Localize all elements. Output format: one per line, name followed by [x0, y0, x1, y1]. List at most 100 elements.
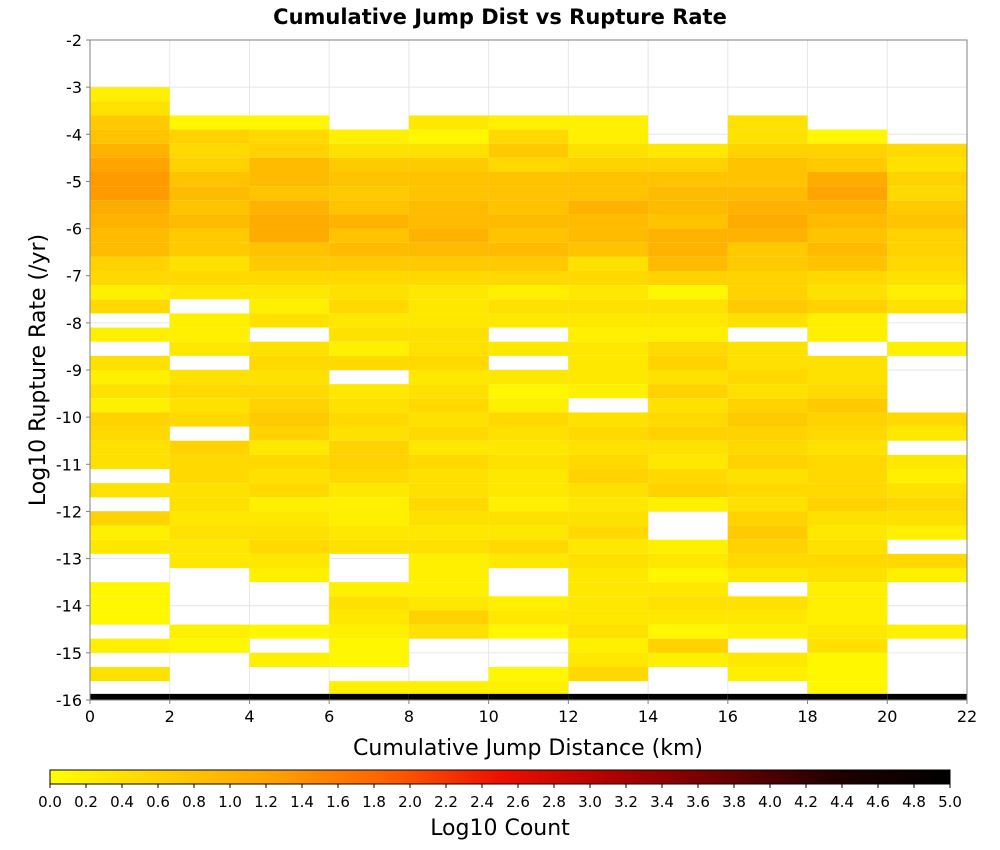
heatmap-cell: [488, 200, 569, 215]
heatmap-cell: [408, 553, 489, 568]
heatmap-cell: [807, 483, 888, 498]
heatmap-cell: [887, 200, 967, 215]
y-tick-label: -11: [56, 455, 82, 474]
heatmap-cell: [568, 610, 649, 625]
heatmap-cell: [249, 186, 330, 201]
heatmap-cell: [568, 624, 649, 639]
heatmap-cell: [90, 539, 170, 554]
heatmap-cell: [249, 693, 330, 700]
heatmap-cell: [408, 242, 489, 257]
colorbar-tick-label: 2.4: [470, 793, 494, 811]
heatmap-cell: [408, 454, 489, 469]
heatmap-cell: [807, 355, 888, 370]
heatmap-cell: [727, 143, 808, 158]
heatmap-cell: [887, 624, 967, 639]
heatmap-cell: [488, 172, 569, 187]
heatmap-cell: [887, 299, 967, 314]
colorbar-tick-label: 0.0: [38, 793, 62, 811]
heatmap-cell: [329, 129, 409, 144]
heatmap-cell: [568, 143, 649, 158]
heatmap-cell: [249, 568, 330, 583]
heatmap-cell: [887, 214, 967, 229]
heatmap-cell: [807, 426, 888, 441]
heatmap-cell: [90, 582, 170, 597]
heatmap-cell: [568, 214, 649, 229]
y-tick-label: -4: [66, 125, 82, 144]
heatmap-cell: [648, 553, 728, 568]
x-tick-label: 22: [957, 707, 977, 726]
heatmap-cell: [807, 186, 888, 201]
heatmap-cell: [887, 469, 967, 484]
y-tick-label: -10: [56, 408, 82, 427]
heatmap-cell: [329, 384, 409, 399]
heatmap-cell: [887, 412, 967, 427]
heatmap-cell: [568, 539, 649, 554]
heatmap-cell: [887, 186, 967, 201]
heatmap-cell: [648, 214, 728, 229]
heatmap-cell: [648, 285, 728, 300]
heatmap-cell: [568, 115, 649, 130]
heatmap-cell: [169, 228, 250, 243]
heatmap-cell: [648, 242, 728, 257]
heatmap-cell: [249, 553, 330, 568]
heatmap-cell: [568, 157, 649, 172]
heatmap-cell: [329, 172, 409, 187]
heatmap-cell: [807, 256, 888, 271]
plot-frame: [89, 39, 968, 701]
colorbar-tick-label: 3.0: [578, 793, 602, 811]
heatmap-cell: [807, 497, 888, 512]
heatmap-cell: [329, 440, 409, 455]
heatmap-cell: [488, 539, 569, 554]
heatmap-cell: [249, 242, 330, 257]
heatmap-cell: [648, 200, 728, 215]
heatmap-cell: [568, 596, 649, 611]
heatmap-cell: [329, 539, 409, 554]
heatmap-cell: [90, 115, 170, 130]
heatmap-cell: [648, 228, 728, 243]
heatmap-cell: [807, 539, 888, 554]
heatmap-cell: [408, 610, 489, 625]
heatmap-cell: [329, 313, 409, 328]
heatmap-cell: [727, 370, 808, 385]
x-tick-label: 10: [478, 707, 498, 726]
x-tick-label: 12: [558, 707, 578, 726]
y-tick-label: -13: [56, 550, 82, 569]
heatmap-cell: [90, 638, 170, 653]
heatmap-cell: [169, 497, 250, 512]
heatmap-cell: [488, 483, 569, 498]
heatmap-cell: [727, 426, 808, 441]
colorbar-tick-label: 0.8: [182, 793, 206, 811]
heatmap-cell: [329, 525, 409, 540]
heatmap-cell: [169, 553, 250, 568]
heatmap-cell: [408, 172, 489, 187]
heatmap-cell: [807, 157, 888, 172]
heatmap-cell: [90, 454, 170, 469]
heatmap-cell: [329, 398, 409, 413]
heatmap-cell: [727, 157, 808, 172]
heatmap-cell: [727, 610, 808, 625]
heatmap-cell: [807, 652, 888, 667]
y-tick-label: -8: [66, 314, 82, 333]
heatmap-cell: [329, 271, 409, 286]
heatmap-cell: [727, 299, 808, 314]
heatmap-cell: [648, 143, 728, 158]
heatmap-cell: [807, 313, 888, 328]
heatmap-cell: [249, 539, 330, 554]
heatmap-cell: [488, 370, 569, 385]
heatmap-cell: [329, 596, 409, 611]
heatmap-cell: [568, 638, 649, 653]
heatmap-cell: [90, 440, 170, 455]
heatmap-cell: [169, 398, 250, 413]
colorbar-tick-label: 2.8: [542, 793, 566, 811]
heatmap-cell: [90, 157, 170, 172]
colorbar-tick-label: 3.8: [722, 793, 746, 811]
heatmap-cell: [807, 596, 888, 611]
heatmap-cell: [249, 398, 330, 413]
heatmap-cell: [488, 157, 569, 172]
heatmap-cell: [169, 624, 250, 639]
heatmap-cell: [807, 285, 888, 300]
heatmap-cell: [648, 355, 728, 370]
heatmap-cell: [329, 143, 409, 158]
heatmap-cell: [169, 200, 250, 215]
heatmap-cell: [408, 681, 489, 696]
